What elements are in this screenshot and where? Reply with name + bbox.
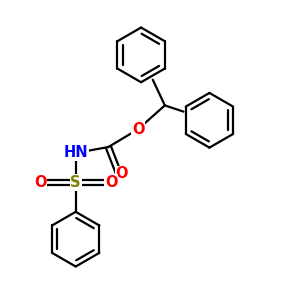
Text: O: O bbox=[132, 122, 144, 137]
Text: S: S bbox=[70, 175, 81, 190]
Text: O: O bbox=[34, 175, 46, 190]
Text: O: O bbox=[116, 166, 128, 181]
Text: O: O bbox=[105, 175, 118, 190]
Text: HN: HN bbox=[63, 146, 88, 160]
